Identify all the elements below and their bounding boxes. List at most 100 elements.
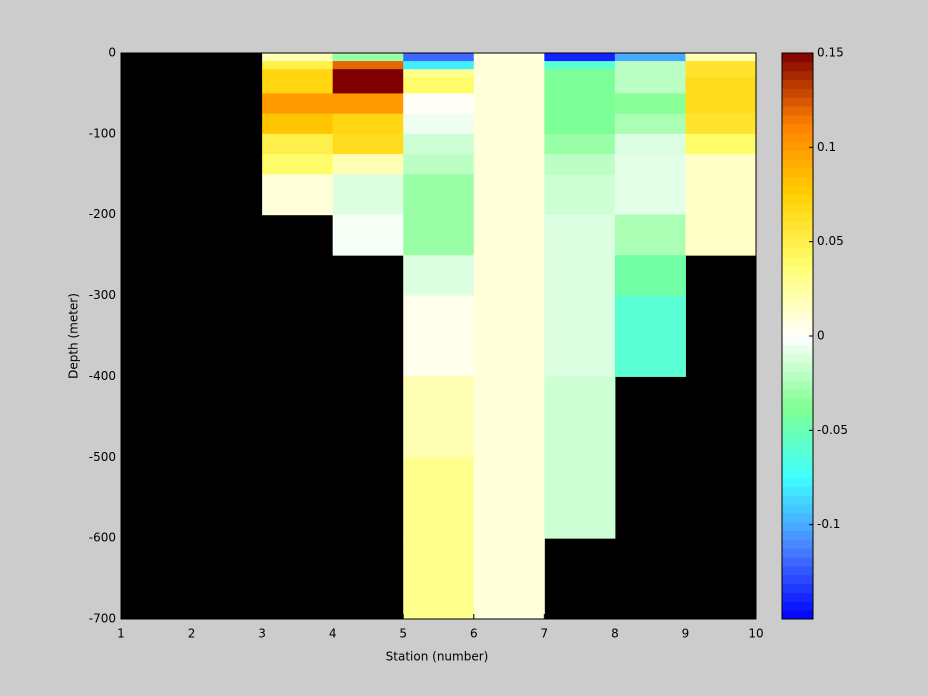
heatmap-cell (403, 93, 475, 115)
colorbar-swatch (782, 291, 813, 302)
colorbar-swatch (782, 459, 813, 470)
x-tick-label: 5 (399, 627, 407, 641)
colorbar-swatch (782, 256, 813, 266)
y-axis-label: Depth (meter) (67, 293, 81, 379)
heatmap-cell (332, 53, 404, 62)
heatmap-cell (685, 77, 757, 94)
colorbar-swatch (782, 194, 813, 204)
y-tick-label: -600 (89, 531, 116, 545)
heatmap-cell (685, 133, 757, 155)
heatmap-cell (403, 255, 475, 297)
heatmap-cell (544, 53, 616, 62)
heatmap-cell (614, 295, 686, 377)
heatmap-cell (332, 113, 404, 135)
heatmap-cell (403, 69, 475, 78)
colorbar-tick-label: 0 (817, 329, 825, 343)
heatmap-cell (262, 53, 334, 62)
heatmap-cell (262, 61, 334, 70)
plot-frame (120, 52, 757, 620)
colorbar-swatch (782, 371, 813, 381)
y-tick-label: -200 (89, 207, 116, 221)
heatmap-cell (473, 61, 545, 70)
heatmap-cell (403, 174, 475, 216)
colorbar-swatch (782, 97, 813, 107)
colorbar-swatch (782, 282, 813, 293)
colorbar-swatch (782, 159, 813, 169)
heatmap-cell (685, 53, 757, 62)
heatmap-cell (332, 154, 404, 175)
x-tick-label: 10 (748, 627, 763, 641)
x-tick-label: 8 (611, 627, 619, 641)
heatmap-cell (332, 77, 404, 94)
heatmap-cell (614, 61, 686, 70)
colorbar-swatch (782, 88, 813, 98)
colorbar-swatch (782, 203, 813, 213)
heatmap-cell (403, 53, 475, 62)
heatmap-cell (473, 255, 545, 297)
colorbar-swatch (782, 504, 813, 514)
y-tick-label: -700 (89, 612, 116, 626)
heatmap-cell (262, 154, 334, 175)
heatmap-cell (614, 174, 686, 216)
y-tick-label: -400 (89, 369, 116, 383)
colorbar-swatch (782, 424, 813, 434)
heatmap-cell (332, 69, 404, 78)
colorbar-swatch (782, 61, 813, 72)
heatmap-cell (544, 61, 616, 70)
heatmap-cell (473, 77, 545, 94)
x-tick-label: 3 (258, 627, 266, 641)
heatmap-cell (403, 61, 475, 70)
heatmap-cell (685, 61, 757, 70)
colorbar-swatch (782, 397, 813, 408)
heatmap-cell (473, 174, 545, 216)
colorbar-swatch (782, 433, 813, 443)
colorbar-swatch (782, 406, 813, 417)
colorbar-swatch (782, 221, 813, 231)
heatmap-cell (544, 133, 616, 155)
colorbar-swatch (782, 415, 813, 425)
heatmap-cell (685, 113, 757, 135)
colorbar-swatch (782, 539, 813, 549)
colorbar-swatch (782, 132, 813, 142)
heatmap-cell (403, 457, 475, 539)
heatmap-cell (262, 174, 334, 216)
heatmap-cell (544, 113, 616, 135)
y-tick-label: -500 (89, 450, 116, 464)
x-tick-label: 4 (329, 627, 337, 641)
heatmap-cell (544, 376, 616, 458)
heatmap-cell (332, 61, 404, 70)
heatmap-cell (473, 376, 545, 458)
colorbar-swatch (782, 557, 813, 567)
colorbar-swatch (782, 327, 813, 337)
heatmap-cell (473, 214, 545, 256)
colorbar-swatch (782, 185, 813, 195)
heatmap-cell (403, 113, 475, 135)
colorbar-swatch (782, 530, 813, 540)
heatmap-cell (473, 133, 545, 155)
heatmap-cell (685, 69, 757, 78)
heatmap-cell (544, 214, 616, 256)
colorbar-swatch (782, 389, 813, 399)
heatmap-cell (614, 214, 686, 256)
heatmap-cell (332, 93, 404, 115)
heatmap-cell (403, 376, 475, 458)
colorbar-swatch (782, 574, 813, 585)
heatmap-cell (262, 113, 334, 135)
colorbar-swatch (782, 106, 813, 116)
colorbar-swatch (782, 610, 813, 620)
heatmap-cell (614, 154, 686, 175)
colorbar-swatch (782, 212, 813, 222)
colorbar-tick-label: -0.05 (817, 423, 848, 437)
x-tick-label: 1 (117, 627, 125, 641)
colorbar-swatch (782, 318, 813, 328)
colorbar-swatch (782, 150, 813, 160)
colorbar-swatch (782, 353, 813, 364)
heatmap-cell (544, 174, 616, 216)
heatmap-cell (403, 214, 475, 256)
heatmap-cell (332, 174, 404, 216)
y-tick-label: -300 (89, 288, 116, 302)
heatmap-cell (544, 255, 616, 297)
colorbar-swatch (782, 583, 813, 593)
heatmap-cell (685, 93, 757, 115)
